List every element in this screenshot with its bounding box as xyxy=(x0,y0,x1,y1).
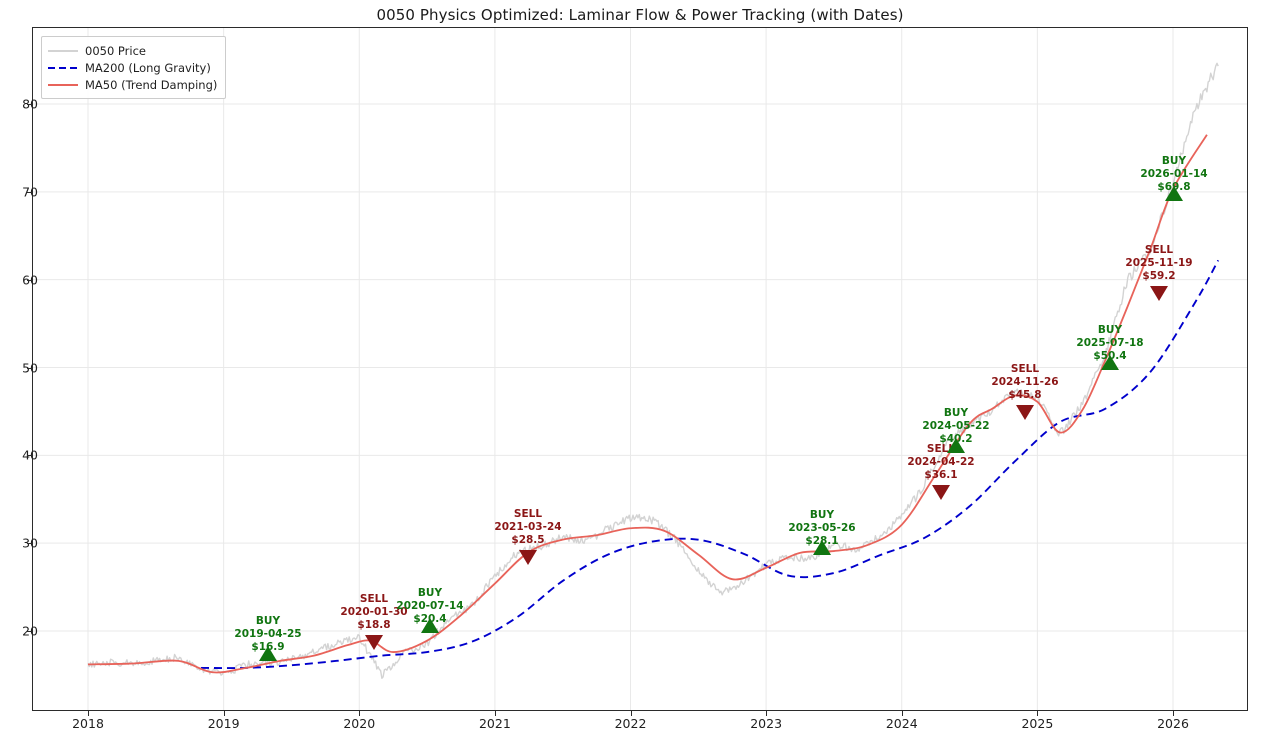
x-axis-tick-label-2018: 2018 xyxy=(72,716,104,731)
legend-item-1[interactable]: 0050 Price xyxy=(48,42,217,59)
y-axis-tick-mark xyxy=(27,631,32,632)
signal-date-label: 2024-05-22 xyxy=(922,420,990,432)
x-axis-tick-label-2019: 2019 xyxy=(207,716,240,731)
signal-date-label: 2021-03-24 xyxy=(494,521,562,533)
signal-date-label: 2024-11-26 xyxy=(991,376,1059,388)
buy-marker-triangle-up xyxy=(1165,186,1183,201)
signal-type-label: BUY xyxy=(809,509,835,521)
y-axis-tick-label-50: 50 xyxy=(22,360,38,375)
signal-type-label: BUY xyxy=(943,407,969,419)
legend-swatch-icon xyxy=(48,79,78,91)
legend-item-3[interactable]: MA50 (Trend Damping) xyxy=(48,76,217,93)
y-axis-tick-mark xyxy=(27,104,32,105)
plot-canvas xyxy=(33,28,1247,710)
y-axis-tick-mark xyxy=(27,191,32,193)
sell-marker-triangle-down xyxy=(365,635,383,650)
y-axis-tick-label-80: 80 xyxy=(22,96,38,112)
signal-price-label: $28.5 xyxy=(511,534,545,546)
signal-type-label: SELL xyxy=(359,593,389,605)
signal-type-label: BUY xyxy=(417,587,443,599)
sell-annotation-10: SELL 2025-11-19 $59.2 xyxy=(1125,244,1192,283)
sell-marker-triangle-down xyxy=(519,550,537,565)
x-axis-tick-label-2022: 2022 xyxy=(614,716,647,731)
signal-price-label: $18.8 xyxy=(357,619,391,631)
y-axis-tick-label-20: 20 xyxy=(22,623,38,639)
x-axis-tick-mark xyxy=(630,711,632,716)
x-axis-tick-mark xyxy=(223,711,225,716)
y-axis-tick-mark xyxy=(27,455,32,457)
sell-marker-triangle-down xyxy=(1016,405,1034,420)
x-axis-tick-label-2026: 2026 xyxy=(1157,716,1189,731)
buy-marker-triangle-up xyxy=(1101,355,1119,370)
y-axis-tick-mark xyxy=(27,367,32,369)
y-axis-tick-label-70: 70 xyxy=(22,184,38,200)
signal-type-label: SELL xyxy=(1010,363,1040,375)
x-axis-tick-label-2025: 2025 xyxy=(1021,716,1054,731)
x-axis-tick-mark xyxy=(1037,711,1039,716)
buy-marker-triangle-up xyxy=(421,618,439,633)
signal-type-label: SELL xyxy=(513,508,543,520)
sell-annotation-2: SELL 2020-01-30 $18.8 xyxy=(340,593,407,632)
x-axis-tick-mark xyxy=(766,711,768,716)
sell-marker-triangle-down xyxy=(932,485,950,500)
y-axis-tick-label-60: 60 xyxy=(22,272,38,288)
signal-date-label: 2025-07-18 xyxy=(1076,337,1144,349)
legend-item-2[interactable]: MA200 (Long Gravity) xyxy=(48,59,217,76)
y-axis-tick-mark xyxy=(27,279,32,281)
x-axis-tick-mark xyxy=(88,711,89,716)
x-axis-tick-mark xyxy=(1173,711,1174,716)
buy-marker-triangle-up xyxy=(259,646,277,661)
legend-swatch-icon xyxy=(48,45,78,57)
signal-date-label: 2025-11-19 xyxy=(1125,257,1193,269)
buy-marker-triangle-up xyxy=(947,438,965,453)
sell-annotation-8: SELL 2024-11-26 $45.8 xyxy=(991,363,1058,402)
y-axis-tick-label-40: 40 xyxy=(22,447,38,463)
signal-date-label: 2020-01-30 xyxy=(340,606,408,618)
signal-date-label: 2019-04-25 xyxy=(234,628,302,640)
signal-price-label: $36.1 xyxy=(924,469,958,481)
x-axis-tick-label-2020: 2020 xyxy=(343,716,376,731)
signal-date-label: 2026-01-14 xyxy=(1140,168,1208,180)
page-title: 0050 Physics Optimized: Laminar Flow & P… xyxy=(376,6,904,24)
legend-label: 0050 Price xyxy=(85,43,146,58)
signal-type-label: SELL xyxy=(1144,244,1174,256)
x-axis-tick-mark xyxy=(901,711,903,716)
signal-date-label: 2024-04-22 xyxy=(907,456,975,468)
legend: 0050 Price MA200 (Long Gravity) MA50 (Tren… xyxy=(41,36,227,99)
x-axis-tick-label-2024: 2024 xyxy=(885,716,918,731)
buy-marker-triangle-up xyxy=(813,540,831,555)
signal-type-label: BUY xyxy=(255,615,281,627)
y-axis-tick-label-30: 30 xyxy=(22,535,38,551)
legend-label: MA50 (Trend Damping) xyxy=(85,77,218,92)
signal-date-label: 2020-07-14 xyxy=(396,600,464,612)
signal-type-label: BUY xyxy=(1097,324,1123,336)
signal-price-label: $59.2 xyxy=(1142,270,1176,282)
signal-price-label: $45.8 xyxy=(1008,389,1042,401)
legend-swatch-icon xyxy=(48,62,78,74)
legend-label: MA200 (Long Gravity) xyxy=(85,60,211,75)
sell-marker-triangle-down xyxy=(1150,286,1168,301)
signal-date-label: 2023-05-26 xyxy=(788,522,856,534)
signal-type-label: BUY xyxy=(1161,155,1187,167)
x-axis-tick-label-2021: 2021 xyxy=(478,716,511,731)
x-axis-tick-mark xyxy=(359,711,361,716)
y-axis-tick-mark xyxy=(27,543,32,545)
x-axis-tick-mark xyxy=(494,711,496,716)
sell-annotation-4: SELL 2021-03-24 $28.5 xyxy=(494,508,561,547)
x-axis-tick-label-2023: 2023 xyxy=(750,716,783,731)
plot-area xyxy=(32,27,1248,711)
